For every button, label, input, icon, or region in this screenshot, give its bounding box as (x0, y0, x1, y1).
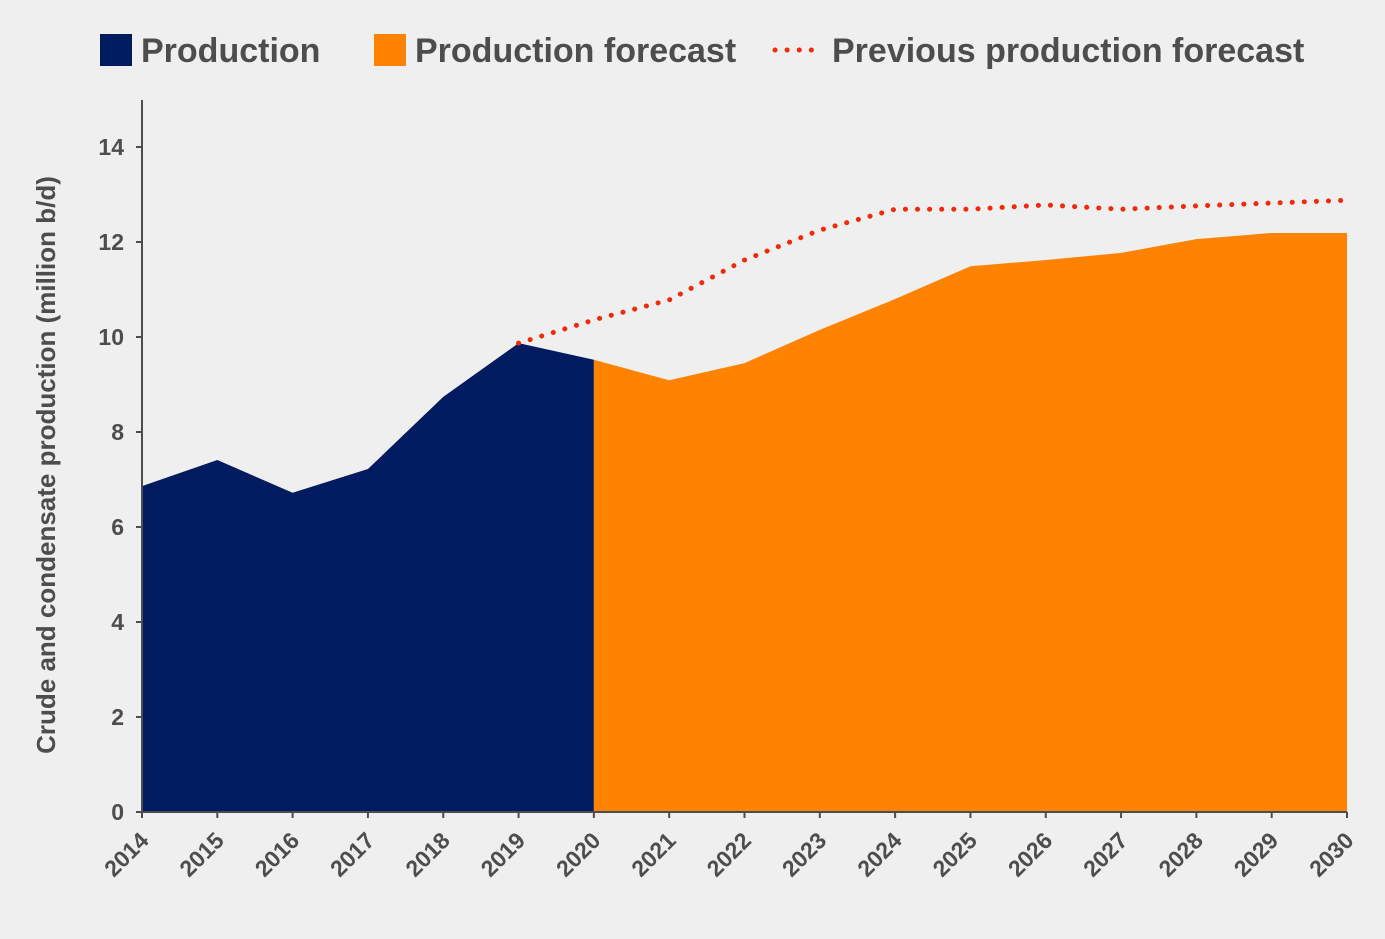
area-production-forecast (593, 232, 1347, 813)
x-tick-label: 2016 (250, 827, 305, 882)
y-tick-label: 10 (98, 324, 124, 350)
y-tick-label: 6 (111, 514, 124, 540)
x-axis: 2014 2015 2016 2017 2018 2019 2020 2021 2022 2023… (99, 811, 1359, 882)
legend: Production Production forecast Previous … (100, 32, 1304, 70)
x-tick-label: 2019 (476, 827, 531, 882)
x-tick-label: 2030 (1304, 827, 1359, 882)
y-tick-label: 8 (111, 419, 124, 445)
legend-item-previous-production-forecast[interactable]: Previous production forecast (772, 32, 1304, 70)
x-tick-label: 2028 (1153, 827, 1208, 882)
x-tick-label: 2029 (1229, 827, 1284, 882)
y-tick-label: 2 (111, 704, 124, 730)
legend-item-production-forecast[interactable]: Production forecast (374, 32, 736, 70)
y-tick-label: 14 (98, 134, 124, 160)
legend-swatch-production-forecast (374, 34, 406, 66)
legend-label-production-forecast: Production forecast (415, 32, 736, 70)
area-production (142, 343, 594, 812)
x-tick-label: 2020 (551, 827, 606, 882)
y-axis-title: Crude and condensate production (million… (31, 176, 61, 754)
x-tick-label: 2015 (174, 827, 229, 882)
x-tick-label: 2017 (325, 827, 380, 882)
legend-label-production: Production (141, 32, 320, 70)
x-tick-label: 2014 (99, 827, 154, 882)
x-tick-label: 2025 (927, 827, 982, 882)
x-tick-label: 2027 (1078, 827, 1133, 882)
x-tick-label: 2021 (626, 827, 681, 882)
x-tick-label: 2024 (852, 827, 907, 882)
y-tick-label: 12 (98, 229, 124, 255)
x-tick-label: 2026 (1003, 827, 1058, 882)
legend-swatch-production (100, 34, 132, 66)
plot-area (142, 197, 1350, 813)
legend-item-production[interactable]: Production (100, 32, 320, 70)
line-previous-production-forecast (516, 197, 1350, 346)
y-axis: 0 2 4 6 8 10 12 14 (98, 100, 143, 825)
y-tick-label: 4 (111, 609, 124, 635)
x-tick-label: 2022 (701, 827, 756, 882)
x-tick-label: 2018 (400, 827, 455, 882)
x-tick-label: 2023 (777, 827, 832, 882)
legend-label-previous-production-forecast: Previous production forecast (832, 32, 1304, 70)
y-tick-label: 0 (111, 799, 124, 825)
